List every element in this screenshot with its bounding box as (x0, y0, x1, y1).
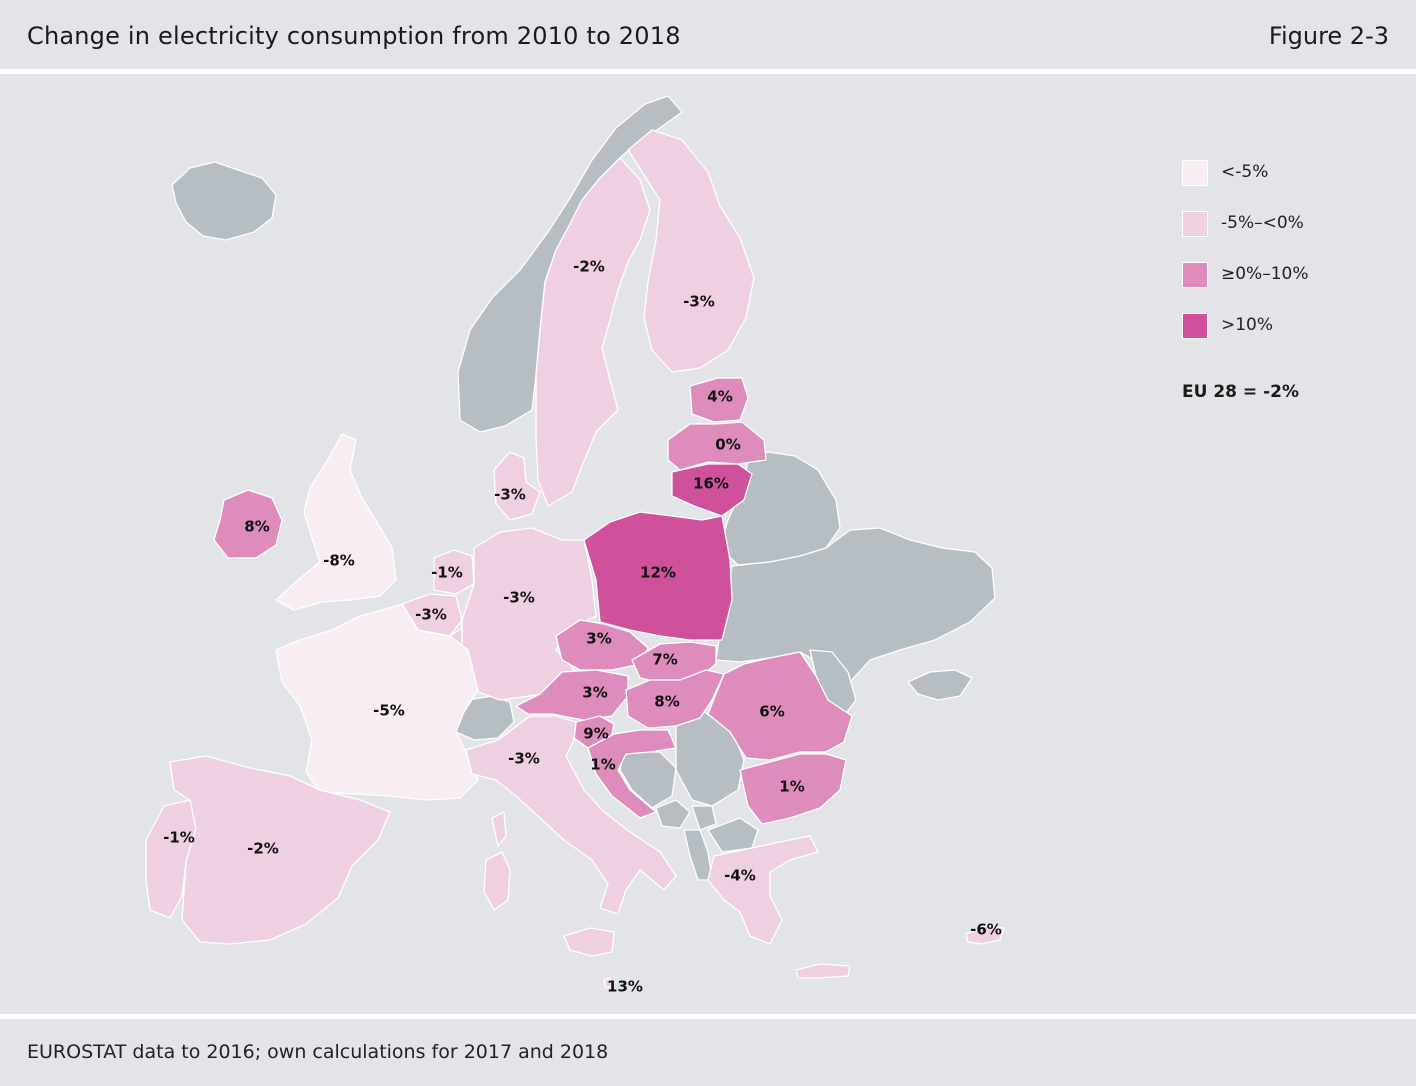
label-lithuania: 16% (693, 475, 729, 493)
label-italy: -3% (508, 750, 540, 768)
europe-map: -2% -3% 4% 0% 16% -3% 8% -8% -1% -3% -3%… (0, 74, 1416, 1014)
map-canvas: -2% -3% 4% 0% 16% -3% 8% -8% -1% -3% -3%… (145, 95, 1005, 996)
label-finland: -3% (683, 293, 715, 311)
country-italy (465, 715, 677, 915)
label-bulgaria: 1% (779, 778, 804, 796)
legend-swatch (1182, 160, 1208, 186)
label-united-kingdom: -8% (323, 552, 355, 570)
country-sardinia (483, 851, 511, 911)
label-spain: -2% (247, 840, 279, 858)
country-estonia (689, 377, 749, 423)
header-divider (0, 69, 1416, 74)
country-bulgaria (739, 753, 847, 825)
label-slovenia: 9% (583, 725, 608, 743)
country-crimea (907, 669, 973, 701)
legend-swatch (1182, 211, 1208, 237)
legend-label: >10% (1221, 315, 1274, 335)
legend-label: <-5% (1221, 162, 1269, 182)
label-portugal: -1% (163, 829, 195, 847)
legend-swatch (1182, 313, 1208, 339)
figure-number: Figure 2-3 (1268, 22, 1389, 50)
country-sweden (535, 157, 651, 507)
label-estonia: 4% (707, 388, 732, 406)
label-ireland: 8% (244, 518, 269, 536)
label-cyprus: -6% (970, 921, 1002, 939)
label-netherlands: -1% (431, 564, 463, 582)
country-poland (583, 511, 733, 641)
label-denmark: -3% (494, 486, 526, 504)
country-lithuania (671, 463, 753, 517)
label-croatia: 1% (590, 756, 615, 774)
country-croatia (587, 729, 677, 819)
legend-label: ≥0%–10% (1221, 264, 1309, 284)
value-labels: -2% -3% 4% 0% 16% -3% 8% -8% -1% -3% -3%… (163, 258, 1002, 996)
country-iceland (171, 161, 277, 241)
label-sweden: -2% (573, 258, 605, 276)
country-romania (707, 651, 853, 761)
country-greece (707, 835, 819, 945)
footer: EUROSTAT data to 2016; own calculations … (0, 1019, 1416, 1086)
label-poland: 12% (640, 564, 676, 582)
legend-label: -5%–<0% (1221, 213, 1304, 233)
country-north-macedonia (707, 817, 759, 853)
country-portugal (145, 799, 197, 919)
header: Change in electricity consumption from 2… (0, 0, 1416, 70)
label-france: -5% (373, 702, 405, 720)
eu-countries (145, 129, 1005, 989)
label-malta: 13% (607, 978, 643, 996)
label-latvia: 0% (715, 436, 740, 454)
footer-divider (0, 1014, 1416, 1019)
label-hungary: 8% (654, 693, 679, 711)
no-data-countries (171, 95, 996, 881)
country-crete (795, 963, 851, 979)
label-slovakia: 7% (652, 651, 677, 669)
country-malta (603, 977, 613, 989)
country-france (275, 603, 479, 801)
country-hungary (625, 669, 725, 729)
country-bosnia (619, 751, 677, 809)
country-albania (683, 829, 713, 881)
country-sicily (563, 927, 615, 957)
country-latvia (667, 421, 767, 471)
label-austria: 3% (582, 684, 607, 702)
country-finland (627, 129, 755, 373)
country-kosovo (691, 805, 717, 831)
country-montenegro (655, 799, 691, 829)
figure-title: Change in electricity consumption from 2… (27, 22, 681, 50)
eu-average-note: EU 28 = -2% (1182, 382, 1299, 402)
country-ireland (213, 489, 283, 559)
country-united-kingdom (275, 433, 397, 611)
legend-swatch (1182, 262, 1208, 288)
label-germany: -3% (503, 589, 535, 607)
label-greece: -4% (724, 867, 756, 885)
country-cyprus (965, 925, 1005, 945)
country-ukraine (715, 527, 996, 683)
country-corsica (491, 811, 507, 847)
country-denmark (493, 451, 541, 521)
label-czechia: 3% (586, 630, 611, 648)
label-romania: 6% (759, 703, 784, 721)
country-spain (169, 755, 391, 945)
label-belgium: -3% (415, 606, 447, 624)
source-note: EUROSTAT data to 2016; own calculations … (27, 1041, 609, 1063)
